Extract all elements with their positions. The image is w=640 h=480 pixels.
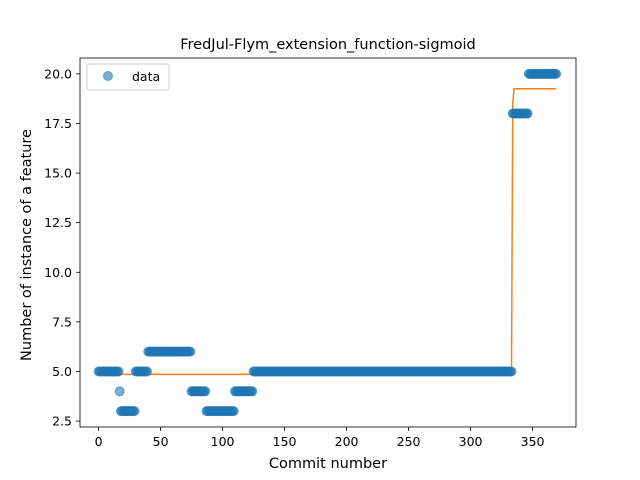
y-tick-label: 10.0 (44, 265, 72, 280)
data-points-layer (93, 68, 562, 417)
y-tick-label: 5.0 (52, 364, 72, 379)
data-point (551, 68, 562, 79)
legend-label-data: data (132, 69, 160, 84)
x-tick-label: 350 (521, 434, 545, 449)
y-axis-ticks: 2.5 5.0 7.5 10.0 12.5 15.0 17.5 20.0 (44, 66, 80, 429)
chart-title: FredJul-Flym_extension_function-sigmoid (180, 37, 476, 53)
x-tick-label: 250 (397, 434, 421, 449)
data-point (113, 366, 124, 377)
legend-marker-data (103, 71, 113, 81)
x-axis-label: Commit number (269, 456, 387, 472)
data-point (247, 386, 258, 397)
data-point (228, 406, 239, 417)
data-point (522, 108, 533, 119)
legend: data (86, 63, 170, 91)
x-tick-label: 200 (335, 434, 359, 449)
x-axis-ticks: 0 50 100 150 200 250 300 350 (95, 427, 545, 449)
data-point (141, 366, 152, 377)
y-tick-label: 15.0 (44, 166, 72, 181)
y-tick-label: 17.5 (44, 116, 72, 131)
y-axis-label: Number of instance of a feature (19, 129, 35, 361)
y-tick-label: 20.0 (44, 66, 72, 81)
data-point (200, 386, 211, 397)
x-tick-label: 0 (95, 434, 103, 449)
y-tick-label: 12.5 (44, 215, 72, 230)
legend-box (86, 63, 170, 91)
data-point (129, 406, 140, 417)
data-point (114, 386, 125, 397)
data-point (506, 366, 517, 377)
y-tick-label: 2.5 (52, 414, 72, 429)
x-tick-label: 50 (153, 434, 169, 449)
y-tick-label: 7.5 (52, 314, 72, 329)
plot-frame (79, 57, 577, 428)
plot-area (80, 58, 576, 427)
x-tick-label: 300 (459, 434, 483, 449)
x-tick-label: 150 (273, 434, 297, 449)
data-point (185, 346, 196, 357)
x-tick-label: 100 (211, 434, 235, 449)
